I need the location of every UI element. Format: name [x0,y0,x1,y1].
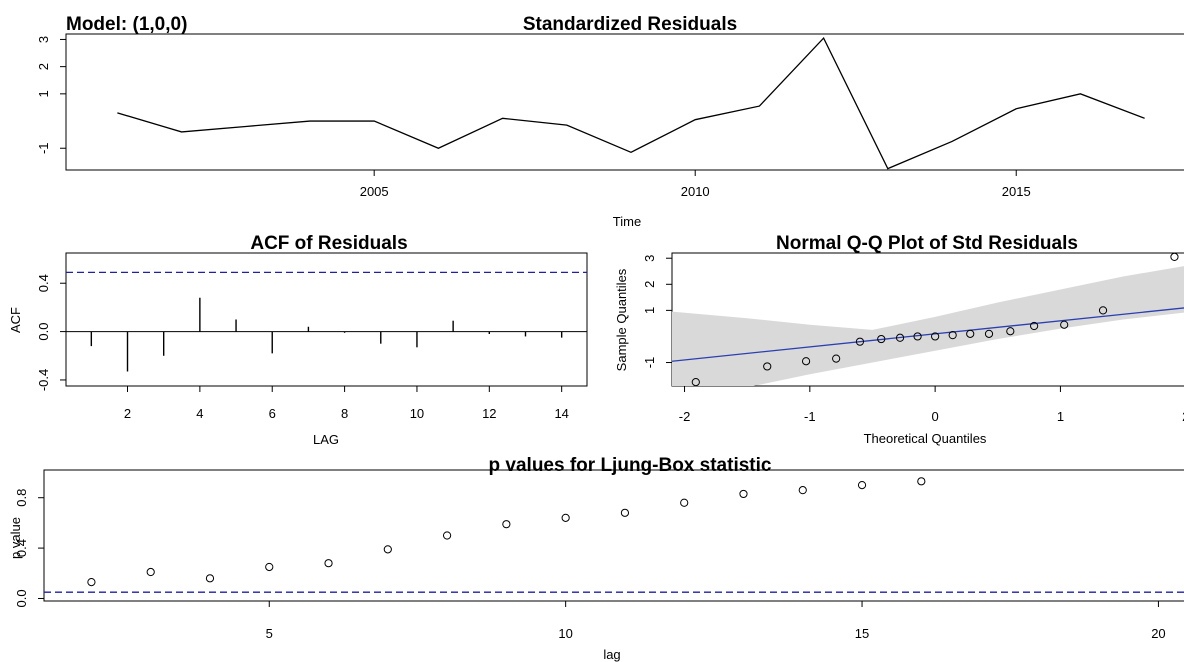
qq-title: Normal Q-Q Plot of Std Residuals [776,233,1078,254]
qq-xtick-label: -2 [679,409,691,424]
ljung-ytick-label: 0.8 [14,489,29,507]
qq-ytick-label: 1 [642,307,657,314]
acf-xtick-label: 10 [410,406,424,421]
residuals-xlabel: Time [613,214,641,229]
residuals-xtick-label: 2005 [360,184,389,199]
ljung-panel: p values for Ljung-Box statistic 5 10 15 20… [8,455,1184,662]
qq-point [1006,327,1015,336]
qq-point [966,329,975,338]
acf-xtick-label: 2 [124,406,131,421]
acf-xtick-label: 14 [554,406,568,421]
ljung-point [502,520,511,529]
ljung-point [324,559,333,568]
qq-plot-area: -2 -1 0 1 2 -1 1 2 3 [642,253,1184,424]
ljung-xtick-label: 5 [266,626,273,641]
ljung-xtick-label: 20 [1151,626,1165,641]
ljung-ytick-label: 0.0 [14,589,29,607]
qq-panel: Normal Q-Q Plot of Std Residuals -2 -1 0 1 2… [614,233,1184,446]
residuals-frame [65,33,1184,171]
ljung-xlabel: lag [603,647,620,662]
ljung-point [798,486,807,495]
acf-title: ACF of Residuals [250,233,407,254]
qq-ytick-label: -1 [642,357,657,369]
acf-xtick-label: 12 [482,406,496,421]
residuals-xtick-label: 2010 [681,184,710,199]
residuals-ytick-label: -1 [36,142,51,154]
residuals-plot-area: 2005 2010 2015 -1 1 2 3 [36,36,1145,199]
ljung-point [857,481,867,490]
ljung-xtick-label: 10 [558,626,572,641]
ljung-point [383,545,392,554]
residuals-ytick-label: 3 [36,36,51,43]
qq-xlabel: Theoretical Quantiles [864,431,987,446]
qq-point [691,377,700,386]
acf-frame [65,252,588,387]
ljung-ytick-label: 0.4 [14,539,29,557]
ljung-xtick-label: 15 [855,626,869,641]
ljung-title: p values for Ljung-Box statistic [489,455,772,476]
qq-point [895,333,905,342]
acf-ytick-label: 0.0 [36,323,51,341]
ljung-point [146,567,155,577]
ljung-point [917,477,926,486]
ljung-point [561,513,570,522]
qq-point [984,329,994,338]
qq-ylabel: Sample Quantiles [614,268,629,371]
ljung-point [620,508,630,517]
acf-plot-area: 2 4 6 8 10 12 14 -0.4 0.0 0.4 [36,271,587,421]
ljung-point [265,562,274,572]
acf-panel: ACF of Residuals 2 4 6 8 10 12 14 -0.4 0.0 0.4 LA… [8,233,588,447]
qq-xtick-label: 1 [1057,409,1064,424]
ljung-point [680,498,689,507]
qq-point [948,331,957,340]
qq-confidence-band [672,266,1184,386]
residuals-ytick-label: 2 [36,63,51,70]
ljung-frame [43,469,1184,602]
qq-xtick-label: -1 [804,409,816,424]
acf-ylabel: ACF [8,307,23,333]
qq-point [1060,320,1069,329]
acf-xlabel: LAG [313,432,339,447]
qq-point [931,332,940,341]
acf-xtick-label: 4 [196,406,203,421]
acf-xtick-label: 8 [341,406,348,421]
qq-point [1170,253,1179,262]
acf-ytick-label: 0.4 [36,274,51,292]
ljung-point [205,574,215,583]
ljung-point [739,489,748,499]
qq-point [832,354,841,363]
qq-point [763,362,772,371]
ljung-plot-area: 5 10 15 20 0.0 0.4 0.8 [14,477,1184,641]
ljung-point [442,531,452,540]
qq-point [801,357,811,366]
residuals-panel: Model: (1,0,0) Standardized Residuals 20… [36,14,1184,229]
qq-xtick-label: 2 [1182,409,1184,424]
qq-ytick-label: 3 [642,255,657,262]
residuals-ytick-label: 1 [36,90,51,97]
residuals-title: Standardized Residuals [523,14,737,35]
ljung-ylabel: p value [8,517,23,559]
qq-point [913,332,922,341]
qq-ytick-label: 2 [642,281,657,288]
acf-ytick-label: -0.4 [36,369,51,391]
qq-point [1030,321,1039,331]
qq-point [855,337,865,346]
residuals-series-line [117,36,1145,170]
acf-xtick-label: 6 [269,406,276,421]
model-label: Model: (1,0,0) [66,14,187,35]
qq-clipped-group [672,253,1184,386]
qq-point [877,334,886,344]
ljung-point [87,578,96,587]
qq-point [1098,306,1108,315]
residuals-xtick-label: 2015 [1002,184,1031,199]
qq-xtick-label: 0 [932,409,939,424]
